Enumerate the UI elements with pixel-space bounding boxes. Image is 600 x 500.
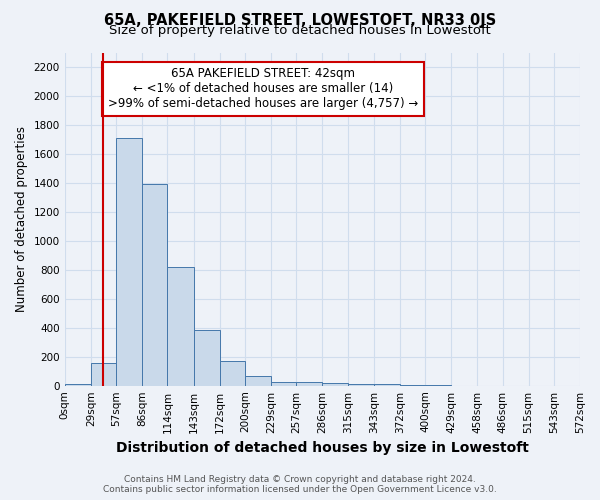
Y-axis label: Number of detached properties: Number of detached properties bbox=[15, 126, 28, 312]
Bar bbox=[220, 362, 245, 386]
Bar bbox=[374, 384, 400, 386]
Bar bbox=[296, 382, 322, 386]
Bar bbox=[91, 362, 116, 386]
Text: Contains HM Land Registry data © Crown copyright and database right 2024.
Contai: Contains HM Land Registry data © Crown c… bbox=[103, 474, 497, 494]
Bar bbox=[322, 383, 349, 386]
X-axis label: Distribution of detached houses by size in Lowestoft: Distribution of detached houses by size … bbox=[116, 441, 529, 455]
Bar bbox=[116, 138, 142, 386]
Text: 65A, PAKEFIELD STREET, LOWESTOFT, NR33 0JS: 65A, PAKEFIELD STREET, LOWESTOFT, NR33 0… bbox=[104, 12, 496, 28]
Bar bbox=[193, 330, 220, 386]
Text: 65A PAKEFIELD STREET: 42sqm
← <1% of detached houses are smaller (14)
>99% of se: 65A PAKEFIELD STREET: 42sqm ← <1% of det… bbox=[108, 68, 418, 110]
Bar bbox=[400, 385, 425, 386]
Bar bbox=[142, 184, 167, 386]
Bar bbox=[167, 267, 193, 386]
Bar bbox=[245, 376, 271, 386]
Bar bbox=[349, 384, 374, 386]
Bar bbox=[65, 384, 91, 386]
Bar bbox=[271, 382, 296, 386]
Text: Size of property relative to detached houses in Lowestoft: Size of property relative to detached ho… bbox=[109, 24, 491, 37]
